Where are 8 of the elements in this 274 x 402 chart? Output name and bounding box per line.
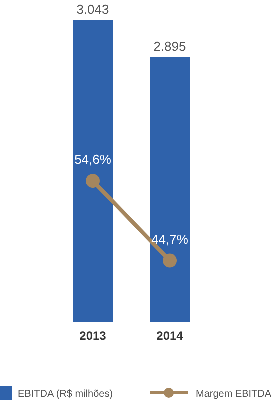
data-label: 2.895: [154, 39, 186, 54]
legend-label: EBITDA (R$ milhões): [18, 389, 114, 400]
legend-label: Margem EBITDA: [196, 389, 272, 400]
data-label: 44,7%: [152, 232, 189, 247]
data-label: 54,6%: [74, 152, 112, 168]
x-tick-label: 2013: [80, 329, 107, 343]
x-tick-label: 2014: [156, 329, 184, 343]
data-label: 3.043: [76, 2, 110, 17]
